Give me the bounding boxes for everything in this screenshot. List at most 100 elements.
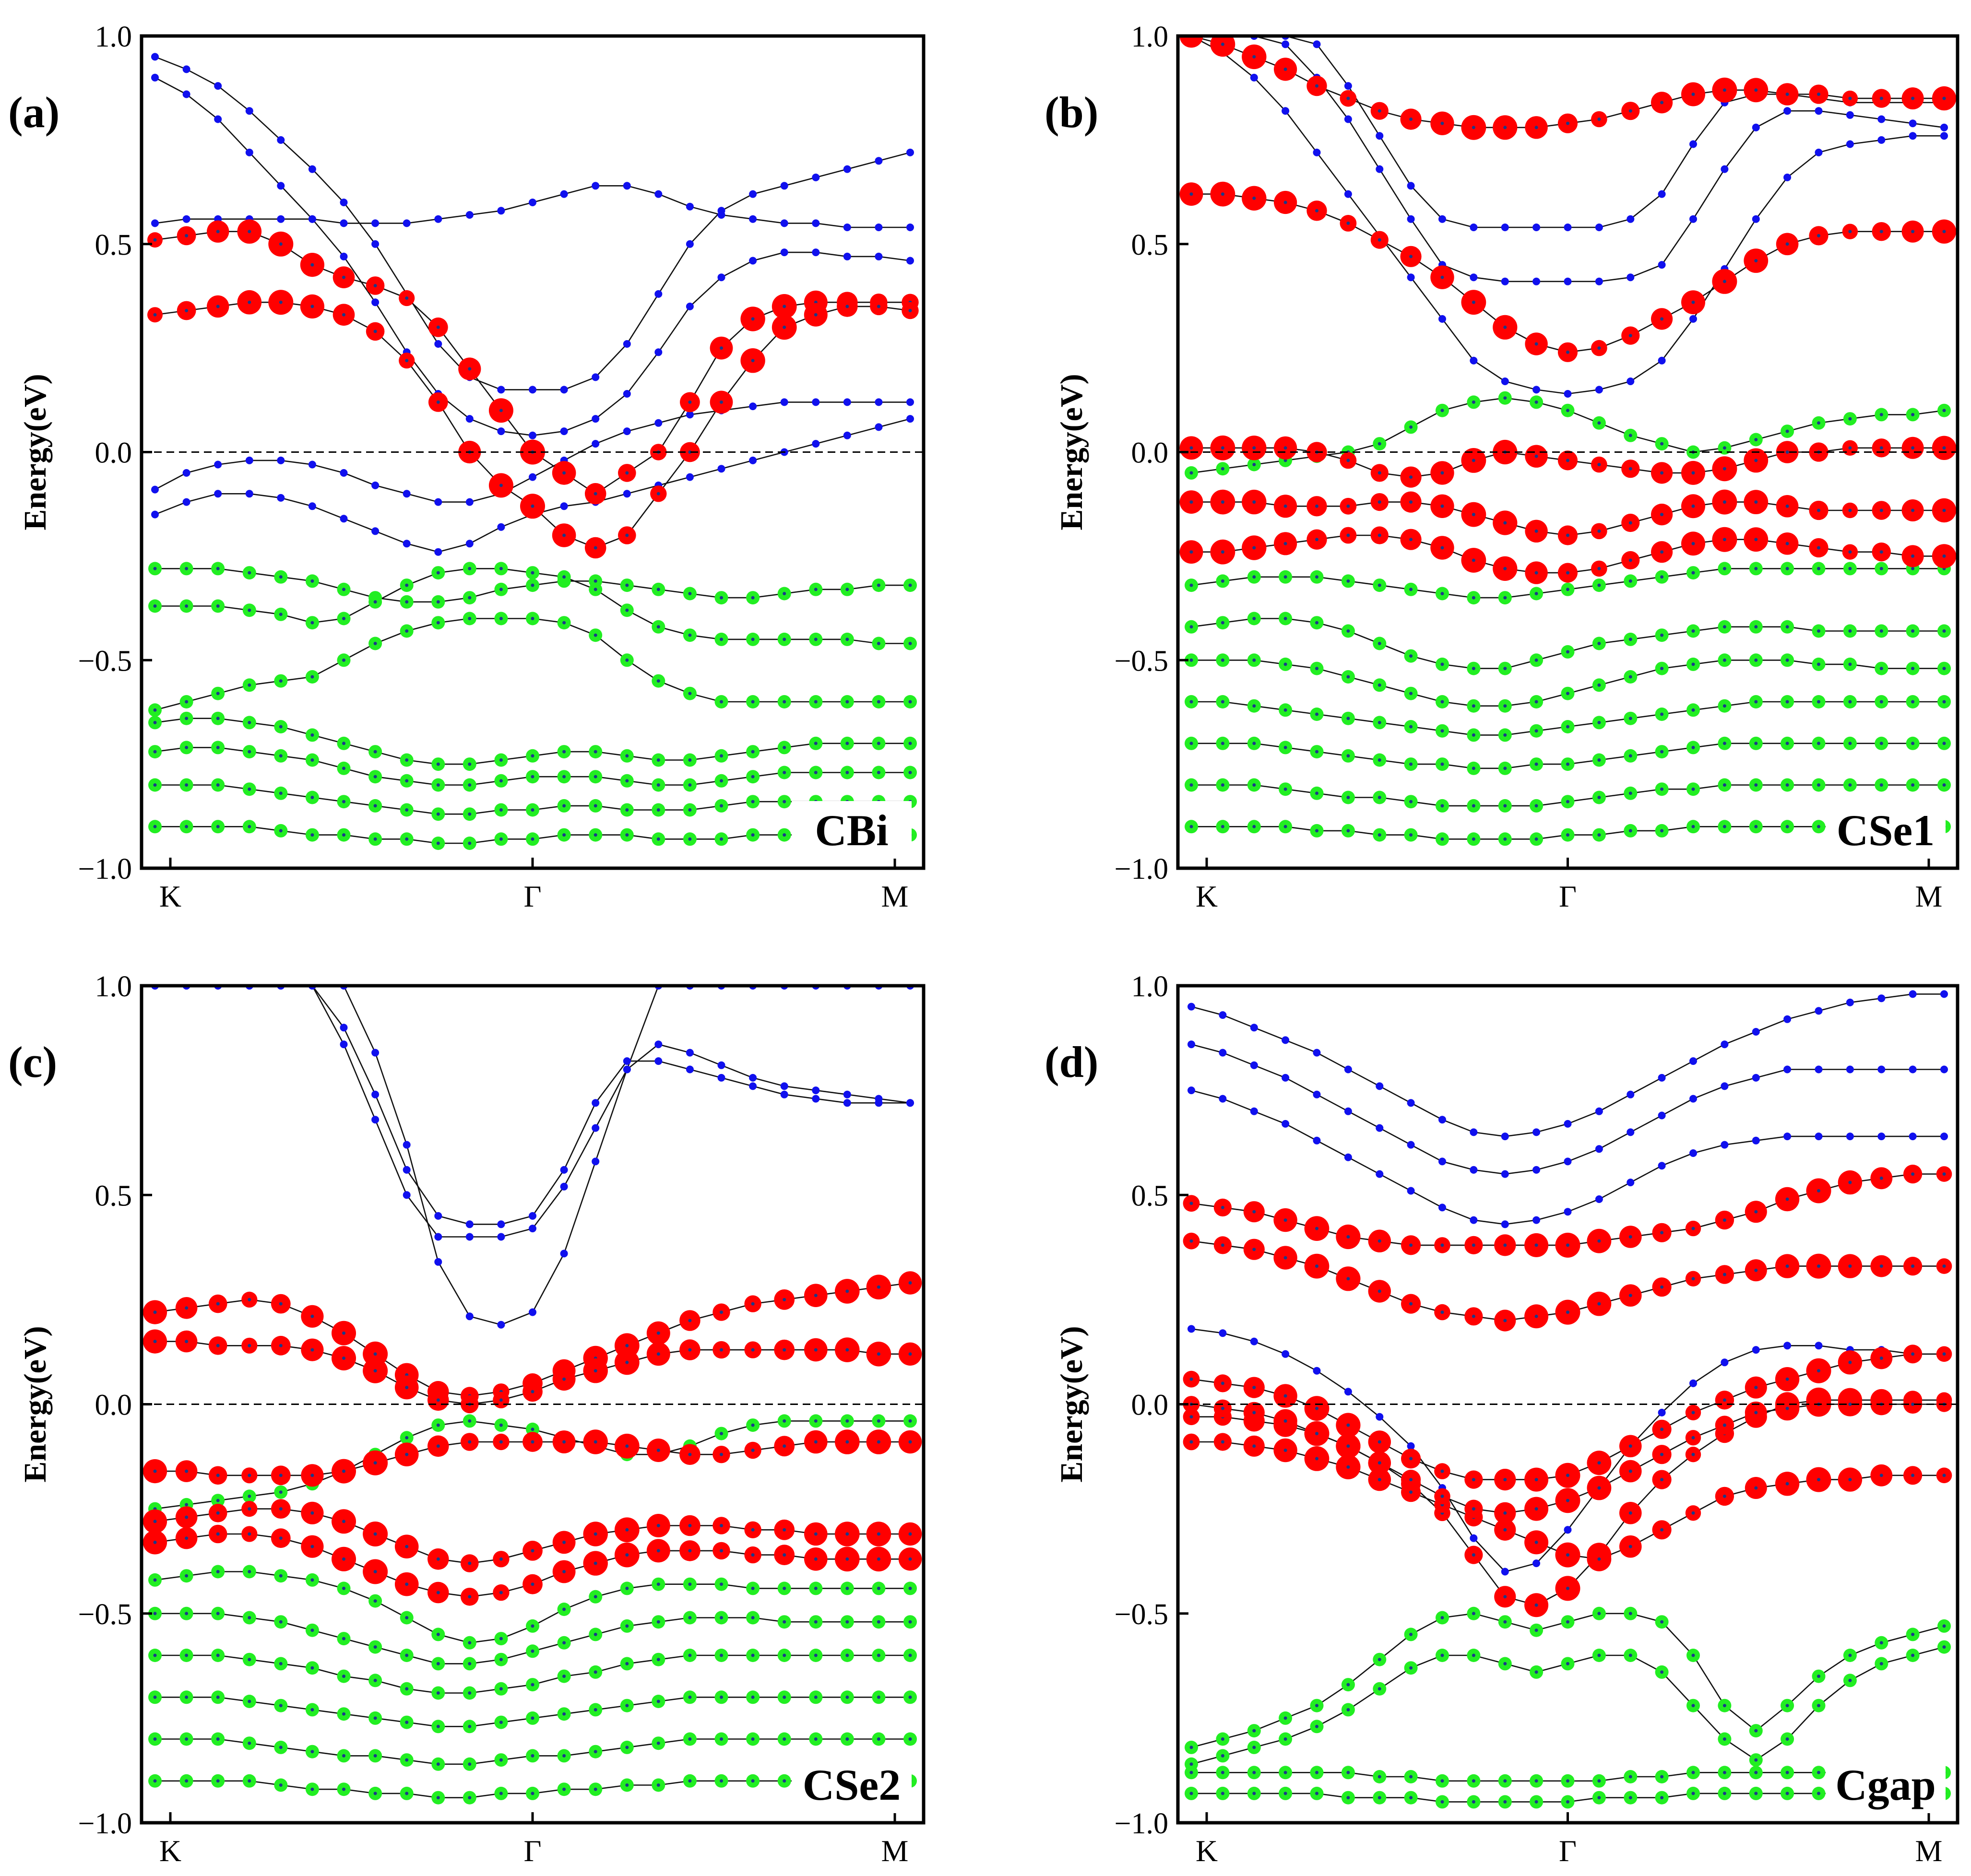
band-node	[1534, 1628, 1538, 1632]
band-node	[1503, 521, 1507, 525]
band-node	[248, 1779, 251, 1783]
blue-weight-point	[780, 1090, 788, 1098]
band-node	[1754, 700, 1758, 704]
band-node	[1942, 1172, 1946, 1176]
y-tick-label: 0.0	[95, 437, 132, 470]
band-node	[1722, 1398, 1726, 1402]
band-node	[1283, 67, 1287, 71]
band-node	[436, 600, 440, 604]
band-node	[1879, 667, 1883, 671]
band-node	[1346, 754, 1350, 758]
material-label: CSe1	[1837, 806, 1935, 855]
band-node	[1440, 1616, 1444, 1619]
band-node	[1660, 1231, 1664, 1235]
band-node	[1848, 1478, 1852, 1482]
band-node	[1503, 704, 1507, 708]
band-node	[877, 1653, 880, 1657]
band-node	[279, 1574, 283, 1578]
band-node	[499, 1440, 503, 1444]
band-node	[1440, 592, 1444, 595]
blue-weight-point	[560, 502, 568, 510]
band-node	[531, 1428, 534, 1431]
blue-weight-point	[1564, 1120, 1572, 1128]
band-node	[1440, 471, 1444, 475]
band-node	[814, 1294, 818, 1298]
band-node	[310, 305, 314, 308]
band-node	[1754, 1268, 1758, 1272]
band-node	[216, 1612, 220, 1616]
blue-weight-point	[654, 290, 663, 298]
band-line	[1191, 1353, 1944, 1480]
blue-weight-point	[277, 182, 285, 190]
band-node	[751, 317, 755, 321]
band-node	[1252, 617, 1256, 620]
blue-weight-point	[497, 523, 505, 531]
band-node	[1628, 334, 1632, 338]
band-node	[1252, 742, 1256, 745]
band-node	[688, 1616, 692, 1619]
blue-weight-point	[1940, 990, 1948, 998]
band-node	[1722, 1704, 1726, 1708]
band-node	[1252, 463, 1256, 466]
band-node	[1409, 1457, 1413, 1461]
band-node	[373, 1369, 377, 1373]
blue-weight-point	[906, 398, 914, 406]
band-node	[185, 1503, 189, 1507]
blue-weight-point	[434, 1233, 442, 1241]
band-node	[1534, 700, 1538, 704]
band-node	[1534, 571, 1538, 575]
blue-weight-point	[1940, 1133, 1948, 1141]
band-node	[1252, 1746, 1256, 1749]
band-node	[594, 1750, 597, 1754]
band-node	[720, 1348, 723, 1352]
band-node	[153, 1469, 157, 1473]
blue-weight-point	[1438, 1203, 1446, 1212]
blue-weight-point	[780, 248, 788, 257]
band-node	[1628, 1796, 1632, 1800]
blue-weight-point	[1407, 273, 1415, 282]
band-node	[594, 833, 597, 837]
band-node	[1785, 242, 1789, 246]
band-node	[248, 571, 251, 575]
band-node	[531, 617, 534, 620]
y-tick-label: 0.5	[1131, 229, 1169, 261]
band-node	[1283, 1449, 1287, 1452]
band-node	[1566, 1553, 1569, 1557]
band-node	[1377, 471, 1381, 475]
band-node	[1472, 667, 1475, 671]
band-node	[625, 833, 629, 837]
blue-weight-point	[749, 402, 757, 411]
band-node	[1221, 192, 1224, 196]
band-node	[845, 588, 849, 591]
blue-weight-point	[1282, 1120, 1290, 1128]
blue-weight-point	[1470, 1166, 1478, 1174]
band-node	[625, 1746, 629, 1749]
band-node	[1472, 767, 1475, 770]
blue-weight-point	[1752, 1136, 1760, 1144]
band-node	[436, 841, 440, 845]
band-node	[185, 745, 189, 749]
band-node	[248, 720, 251, 724]
blue-weight-point	[1250, 73, 1258, 82]
band-node	[310, 1578, 314, 1582]
blue-weight-point	[497, 1321, 505, 1329]
band-node	[216, 692, 220, 696]
band-node	[1440, 1779, 1444, 1783]
band-line	[1191, 1613, 1945, 1748]
band-node	[1817, 566, 1820, 570]
band-node	[1628, 579, 1632, 583]
band-node	[405, 296, 409, 300]
band-node	[1189, 658, 1193, 662]
blue-weight-point	[529, 1212, 536, 1220]
blue-weight-point	[1282, 40, 1290, 48]
blue-weight-point	[1689, 215, 1697, 223]
band-node	[1879, 96, 1883, 100]
blue-weight-point	[182, 215, 190, 223]
band-node	[468, 1595, 472, 1599]
band-node	[1879, 629, 1883, 633]
band-line	[155, 986, 911, 1238]
blue-weight-point	[1532, 1128, 1541, 1136]
band-node	[562, 1787, 566, 1791]
band-node	[1722, 825, 1726, 828]
band-node	[1377, 833, 1381, 837]
